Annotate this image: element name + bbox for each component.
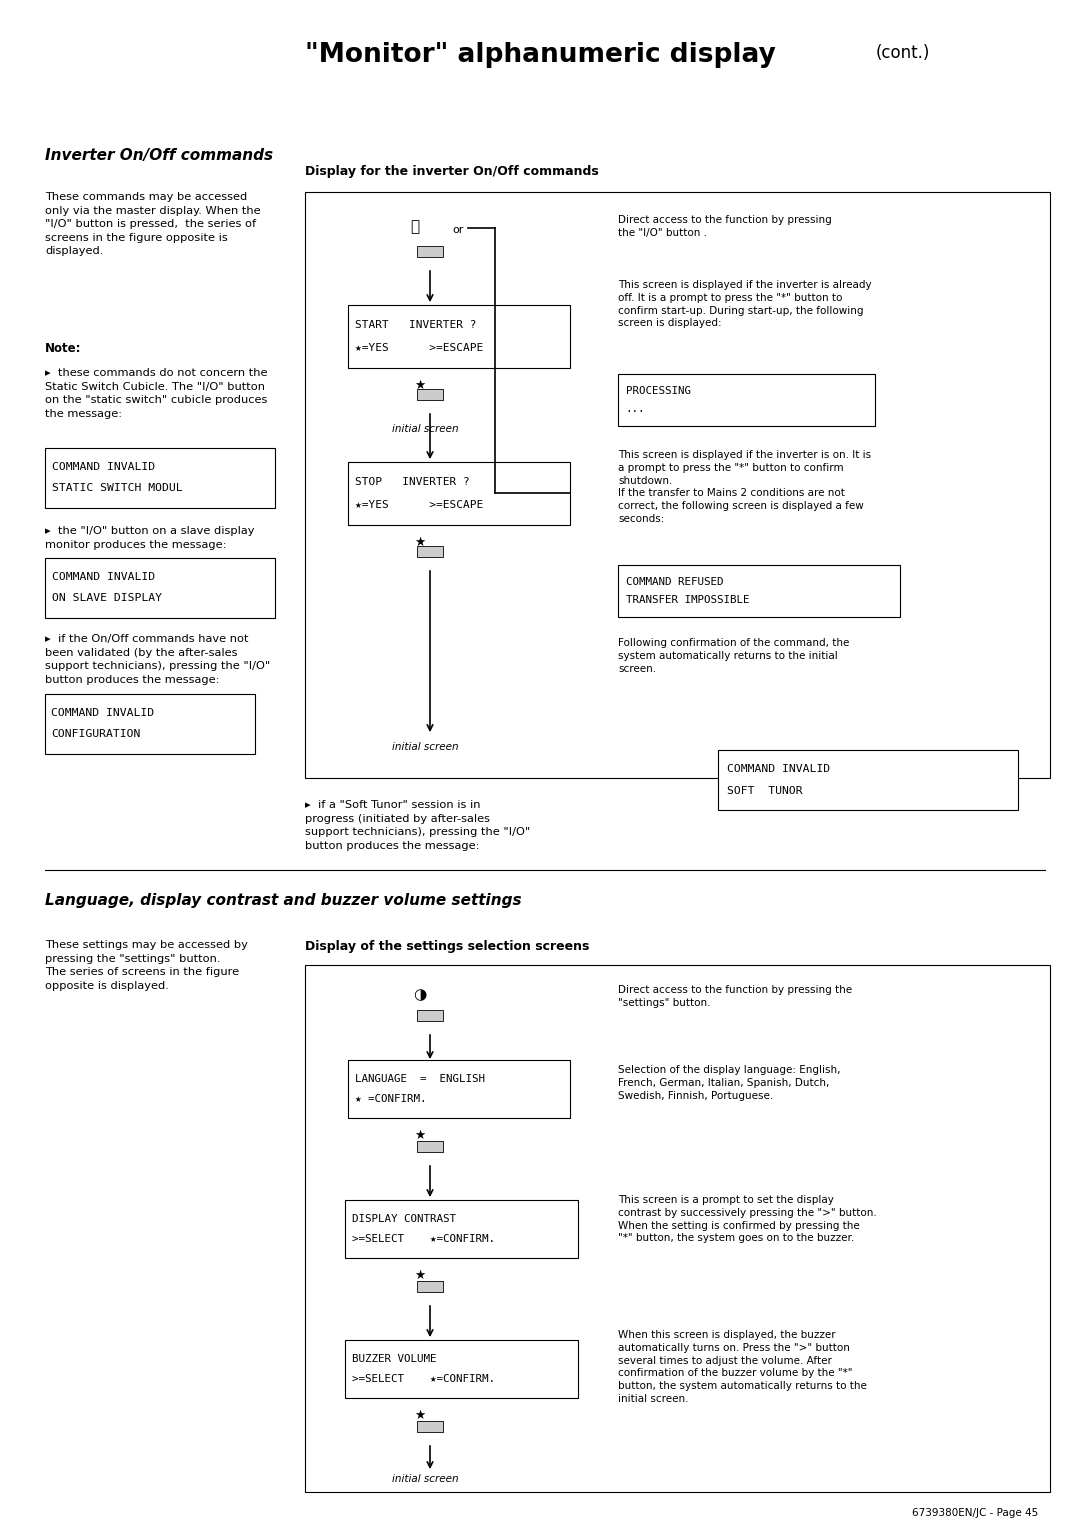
Bar <box>417 246 443 257</box>
Text: DISPLAY CONTRAST: DISPLAY CONTRAST <box>352 1214 456 1223</box>
Text: This screen is a prompt to set the display
contrast by successively pressing the: This screen is a prompt to set the displ… <box>618 1196 877 1243</box>
Text: ON SLAVE DISPLAY: ON SLAVE DISPLAY <box>52 594 162 603</box>
Text: ★: ★ <box>415 1269 426 1281</box>
Text: ◑: ◑ <box>414 988 427 1003</box>
Text: LANGUAGE  =  ENGLISH: LANGUAGE = ENGLISH <box>354 1073 485 1084</box>
Text: ★: ★ <box>415 1408 426 1422</box>
Text: COMMAND INVALID: COMMAND INVALID <box>52 709 154 719</box>
Bar <box>417 1141 443 1151</box>
Text: ★=YES      >=ESCAPE: ★=YES >=ESCAPE <box>354 342 483 353</box>
Bar <box>345 1200 578 1258</box>
Text: "Monitor" alphanumeric display: "Monitor" alphanumeric display <box>305 43 775 69</box>
Bar <box>45 447 275 508</box>
Text: COMMAND INVALID: COMMAND INVALID <box>727 765 831 774</box>
Text: Direct access to the function by pressing the
"settings" button.: Direct access to the function by pressin… <box>618 985 852 1008</box>
Text: COMMAND INVALID: COMMAND INVALID <box>52 463 156 472</box>
Text: Following confirmation of the command, the
system automatically returns to the i: Following confirmation of the command, t… <box>618 638 849 673</box>
Text: ⓘ: ⓘ <box>410 220 419 235</box>
Text: ▸  the "I/O" button on a slave display
monitor produces the message:: ▸ the "I/O" button on a slave display mo… <box>45 525 255 550</box>
Bar <box>348 1060 570 1118</box>
Text: ★: ★ <box>415 1128 426 1142</box>
Text: These commands may be accessed
only via the master display. When the
"I/O" butto: These commands may be accessed only via … <box>45 192 260 257</box>
Text: TRANSFER IMPOSSIBLE: TRANSFER IMPOSSIBLE <box>626 596 750 605</box>
Bar <box>417 1009 443 1022</box>
Bar <box>45 557 275 618</box>
Bar <box>417 1281 443 1292</box>
Text: ★ =CONFIRM.: ★ =CONFIRM. <box>354 1095 427 1104</box>
Text: Display of the settings selection screens: Display of the settings selection screen… <box>305 941 590 953</box>
Bar <box>618 374 875 426</box>
Text: Display for the inverter On/Off commands: Display for the inverter On/Off commands <box>305 165 598 179</box>
Text: initial screen: initial screen <box>392 1474 458 1484</box>
Bar <box>45 693 255 754</box>
Text: Note:: Note: <box>45 342 81 354</box>
Text: STOP   INVERTER ?: STOP INVERTER ? <box>354 478 470 487</box>
Text: ★=YES      >=ESCAPE: ★=YES >=ESCAPE <box>354 499 483 510</box>
Text: SOFT  TUNOR: SOFT TUNOR <box>727 785 802 796</box>
Text: >=SELECT    ★=CONFIRM.: >=SELECT ★=CONFIRM. <box>352 1234 495 1245</box>
Bar <box>417 1422 443 1432</box>
Text: Language, display contrast and buzzer volume settings: Language, display contrast and buzzer vo… <box>45 893 522 909</box>
Text: (cont.): (cont.) <box>876 44 930 63</box>
Text: BUZZER VOLUME: BUZZER VOLUME <box>352 1354 436 1364</box>
Text: initial screen: initial screen <box>392 742 458 751</box>
Text: START   INVERTER ?: START INVERTER ? <box>354 321 476 330</box>
Text: ▸  if the On/Off commands have not
been validated (by the after-sales
support te: ▸ if the On/Off commands have not been v… <box>45 634 270 684</box>
Text: initial screen: initial screen <box>392 425 458 434</box>
Bar <box>618 565 900 617</box>
Text: Selection of the display language: English,
French, German, Italian, Spanish, Du: Selection of the display language: Engli… <box>618 1064 840 1101</box>
Bar <box>305 965 1050 1492</box>
Text: PROCESSING: PROCESSING <box>625 386 691 395</box>
Text: This screen is displayed if the inverter is on. It is
a prompt to press the "*" : This screen is displayed if the inverter… <box>618 450 872 524</box>
Text: ...: ... <box>625 405 645 414</box>
Text: COMMAND INVALID: COMMAND INVALID <box>52 573 156 582</box>
Text: or: or <box>453 224 463 235</box>
Text: When this screen is displayed, the buzzer
automatically turns on. Press the ">" : When this screen is displayed, the buzze… <box>618 1330 867 1403</box>
Text: This screen is displayed if the inverter is already
off. It is a prompt to press: This screen is displayed if the inverter… <box>618 279 872 328</box>
Bar <box>417 389 443 400</box>
Bar <box>718 750 1018 809</box>
Text: ▸  these commands do not concern the
Static Switch Cubicle. The "I/O" button
on : ▸ these commands do not concern the Stat… <box>45 368 268 418</box>
Text: ★: ★ <box>415 379 426 391</box>
Text: These settings may be accessed by
pressing the "settings" button.
The series of : These settings may be accessed by pressi… <box>45 941 248 991</box>
Bar <box>417 547 443 557</box>
Text: Direct access to the function by pressing
the "I/O" button .: Direct access to the function by pressin… <box>618 215 832 238</box>
Text: Inverter On/Off commands: Inverter On/Off commands <box>45 148 273 163</box>
Bar <box>305 192 1050 777</box>
Text: ★: ★ <box>415 536 426 548</box>
Text: ▸  if a "Soft Tunor" session is in
progress (initiated by after-sales
support te: ▸ if a "Soft Tunor" session is in progre… <box>305 800 530 851</box>
Bar <box>348 305 570 368</box>
Text: 6739380EN/JC - Page 45: 6739380EN/JC - Page 45 <box>912 1509 1038 1518</box>
Text: STATIC SWITCH MODUL: STATIC SWITCH MODUL <box>52 484 183 493</box>
Text: CONFIGURATION: CONFIGURATION <box>52 730 140 739</box>
Bar <box>345 1341 578 1399</box>
Bar <box>348 463 570 525</box>
Text: COMMAND REFUSED: COMMAND REFUSED <box>626 577 724 586</box>
Text: >=SELECT    ★=CONFIRM.: >=SELECT ★=CONFIRM. <box>352 1374 495 1383</box>
